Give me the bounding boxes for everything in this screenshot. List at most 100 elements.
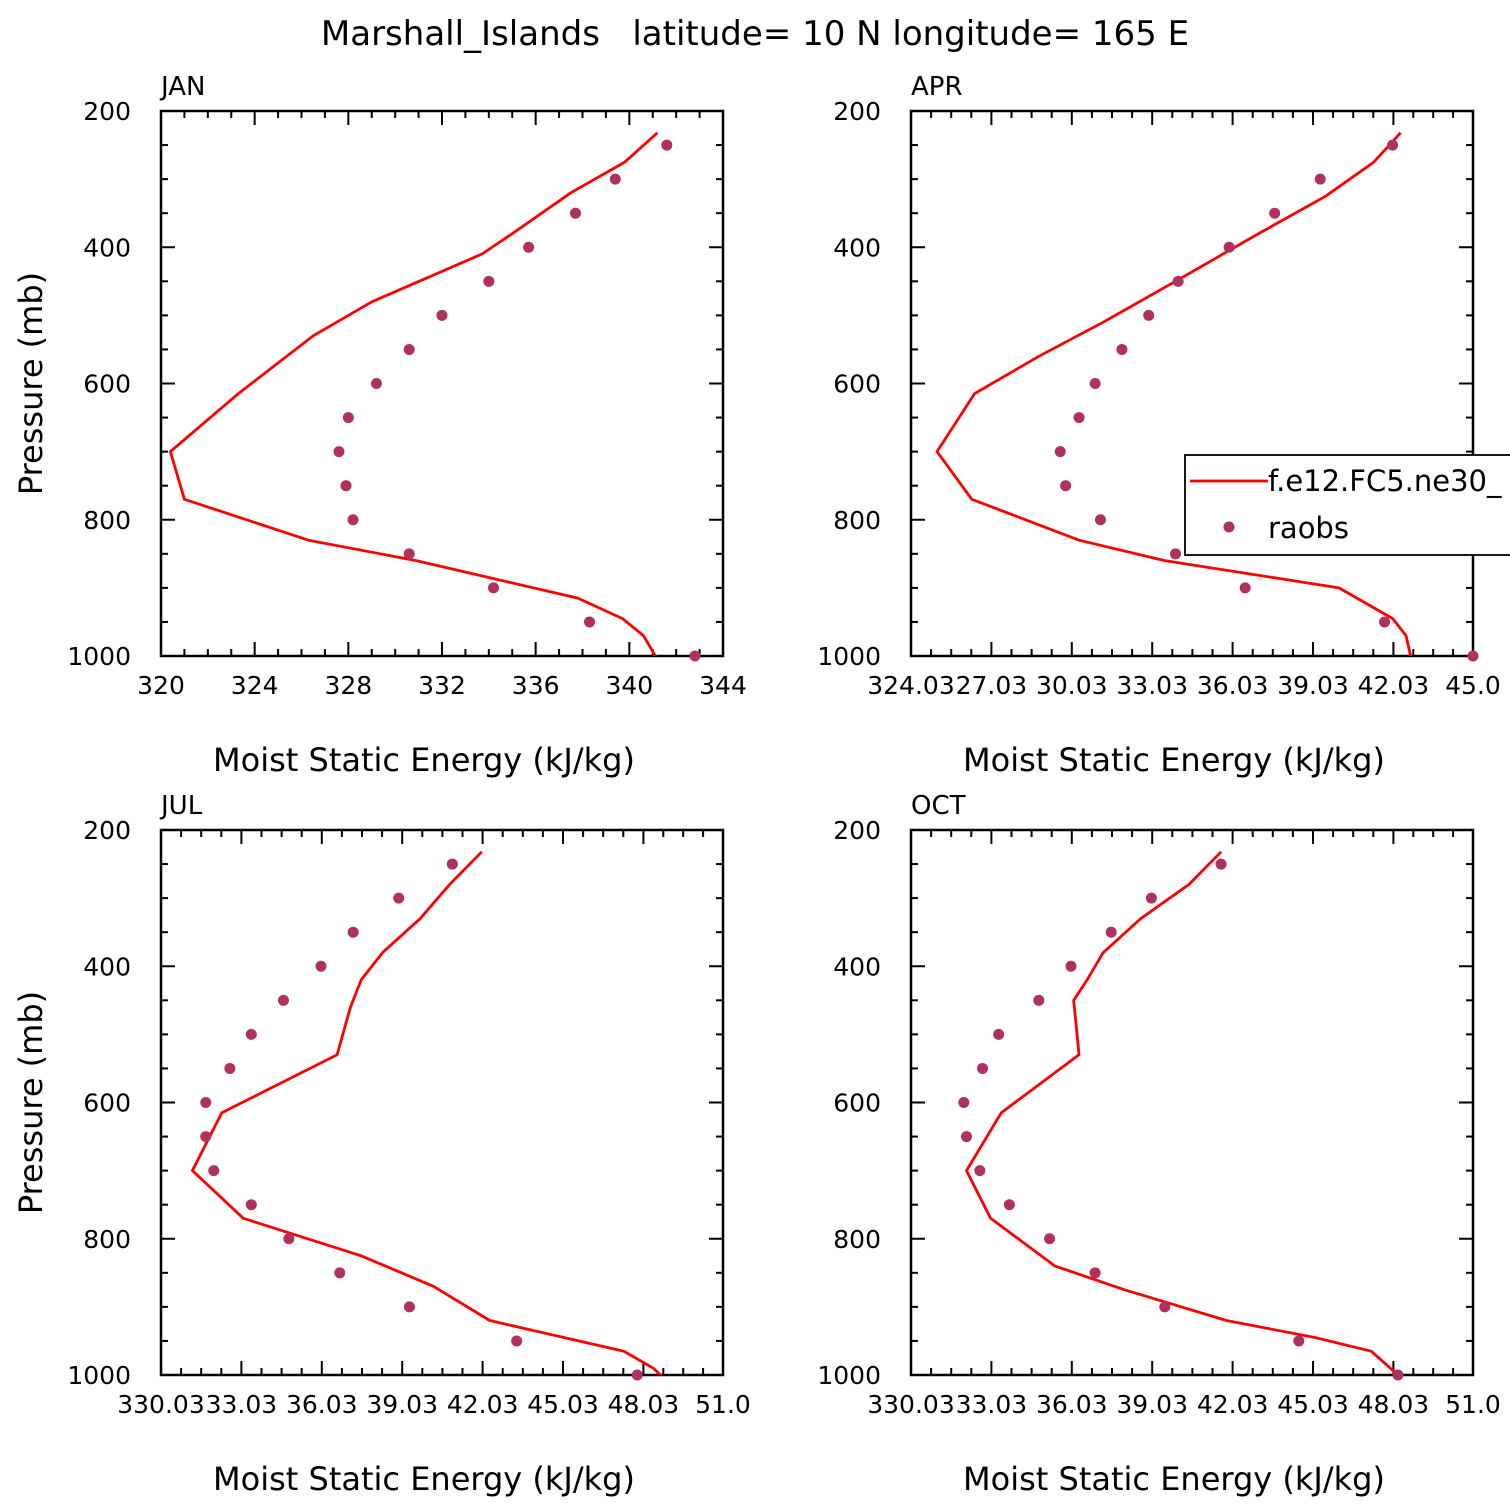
figure-title: Marshall_Islands latitude= 10 N longitud… <box>321 14 1189 54</box>
raobs-point <box>315 960 327 972</box>
raobs-point <box>993 1028 1005 1040</box>
panel-jan: JAN 320 324 328 332 336 340 344 200 400 600 800 1000… <box>12 72 747 779</box>
raobs-point <box>224 1062 236 1074</box>
raobs-point <box>1269 207 1281 219</box>
raobs-point <box>347 926 359 938</box>
x-tick-label: 39.03 <box>366 1390 438 1419</box>
raobs-point <box>661 139 673 151</box>
x-tick-label: 344 <box>699 671 747 700</box>
raobs-point <box>1143 309 1155 321</box>
x-tick-label: 340 <box>605 671 653 700</box>
y-tick-label: 600 <box>833 1089 881 1118</box>
x-tick-label: 42.03 <box>447 1390 519 1419</box>
raobs-point <box>1159 1301 1171 1313</box>
y-tick-label: 1000 <box>67 642 131 671</box>
legend-marker-swatch <box>1223 521 1235 533</box>
legend: f.e12.FC5.ne30_raobs <box>1184 454 1510 556</box>
x-axis-label: Moist Static Energy (kJ/kg) <box>963 741 1385 779</box>
raobs-point <box>333 446 345 458</box>
panel-label: OCT <box>911 791 966 821</box>
panel-oct: OCT 330.03 33.03 36.03 39.03 42.03 45.03 48.03 5… <box>817 791 1500 1498</box>
y-axis-label: Pressure (mb) <box>12 272 50 495</box>
raobs-point <box>245 1199 257 1211</box>
raobs-point <box>200 1097 212 1108</box>
x-tick-label: 39.03 <box>1116 1390 1188 1419</box>
y-tick-label: 400 <box>833 233 881 262</box>
raobs-point <box>208 1165 220 1177</box>
x-tick-label: 33.03 <box>206 1390 278 1419</box>
plot-frame <box>909 109 1475 658</box>
x-tick-label: 30.03 <box>1036 671 1108 700</box>
y-tick-label: 200 <box>83 816 131 845</box>
raobs-point <box>1223 241 1235 253</box>
model-series-line <box>935 131 1413 656</box>
x-axis-label: Moist Static Energy (kJ/kg) <box>213 1460 635 1498</box>
model-series-line <box>168 131 659 656</box>
y-tick-label: 800 <box>83 1225 131 1254</box>
raobs-point <box>609 173 621 185</box>
x-tick-label: 328 <box>324 671 372 700</box>
raobs-point <box>1065 960 1077 972</box>
x-tick-label: 48.03 <box>608 1390 680 1419</box>
y-tick-label: 600 <box>833 370 881 399</box>
data-layer <box>935 131 1413 656</box>
x-tick-label: 39.03 <box>1277 671 1349 700</box>
raobs-point <box>347 514 359 526</box>
y-tick-label: 1000 <box>817 1361 881 1390</box>
raobs-point <box>446 858 458 870</box>
raobs-point <box>584 616 596 628</box>
x-tick-label: 42.03 <box>1358 671 1430 700</box>
x-tick-label: 36.03 <box>286 1390 358 1419</box>
panel-label: JUL <box>159 791 203 821</box>
raobs-point <box>977 1062 989 1074</box>
x-tick-label: 42.03 <box>1197 1390 1269 1419</box>
x-tick-label: 332 <box>418 671 466 700</box>
raobs-point <box>1392 1369 1404 1381</box>
raobs-point <box>1379 616 1391 628</box>
model-series-line <box>190 850 663 1375</box>
panel-jul: JUL 330.03 33.03 36.03 39.03 42.03 45.03 48.03 5… <box>12 791 751 1498</box>
raobs-point <box>1172 275 1184 287</box>
raobs-point <box>1170 548 1182 560</box>
legend-label-model: f.e12.FC5.ne30_ <box>1268 464 1502 498</box>
y-tick-label: 400 <box>83 233 131 262</box>
raobs-point <box>277 994 289 1006</box>
raobs-point <box>523 241 535 253</box>
x-tick-label: 45.03 <box>527 1390 599 1419</box>
raobs-point <box>403 343 415 355</box>
y-tick-label: 800 <box>83 506 131 535</box>
y-tick-label: 400 <box>83 952 131 981</box>
plot-frame <box>159 828 725 1377</box>
y-axis-label: Pressure (mb) <box>12 991 50 1214</box>
raobs-point <box>1089 378 1101 389</box>
raobs-point <box>1073 412 1085 424</box>
raobs-point <box>1003 1199 1015 1211</box>
raobs-point <box>1314 173 1326 185</box>
x-tick-label: 45.0 <box>1445 671 1501 700</box>
model-series-line <box>965 850 1399 1375</box>
raobs-point <box>1239 582 1251 594</box>
raobs-point <box>1089 1267 1101 1279</box>
raobs-point <box>483 275 495 287</box>
x-tick-label: 45.03 <box>1277 1390 1349 1419</box>
x-tick-label: 33.03 <box>956 1390 1028 1419</box>
data-layer <box>168 131 659 656</box>
raobs-point <box>1054 446 1066 458</box>
x-tick-label: 330.03 <box>117 1390 204 1419</box>
x-tick-label: 324.03 <box>867 671 954 700</box>
raobs-point <box>689 650 701 662</box>
raobs-point <box>1044 1233 1056 1245</box>
raobs-point <box>1215 858 1227 870</box>
x-axis-label: Moist Static Energy (kJ/kg) <box>213 741 635 779</box>
data-layer <box>190 850 663 1375</box>
y-tick-label: 200 <box>833 816 881 845</box>
y-tick-label: 800 <box>833 506 881 535</box>
raobs-point <box>1116 343 1128 355</box>
raobs-point <box>958 1097 970 1108</box>
y-tick-label: 600 <box>83 370 131 399</box>
raobs-point <box>200 1131 212 1143</box>
raobs-point <box>1105 926 1117 938</box>
panel-label: JAN <box>159 72 205 102</box>
x-tick-label: 51.0 <box>695 1390 751 1419</box>
x-tick-label: 330.03 <box>867 1390 954 1419</box>
